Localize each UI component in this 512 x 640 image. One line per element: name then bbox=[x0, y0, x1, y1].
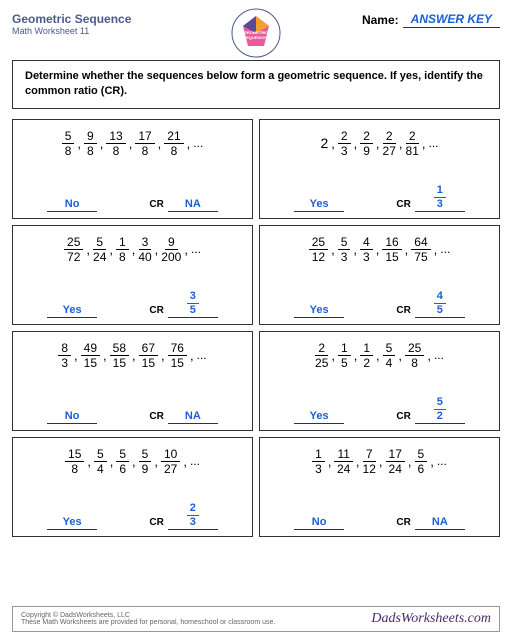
cr-value: 23 bbox=[168, 506, 218, 530]
cr-value: 45 bbox=[415, 294, 465, 318]
header-left: Geometric Sequence Math Worksheet 11 bbox=[12, 12, 131, 36]
problem-box: 2512,53,43,1615,6475,... Yes CR 45 bbox=[259, 225, 500, 325]
answers-row: Yes CR 23 bbox=[21, 506, 244, 530]
sequence: 225,15,12,54,258,... bbox=[268, 342, 491, 369]
cr-label: CR bbox=[396, 305, 410, 318]
answer-value: No bbox=[47, 400, 97, 424]
cr-value: 35 bbox=[168, 294, 218, 318]
cr-label: CR bbox=[149, 517, 163, 530]
answers-row: Yes CR 52 bbox=[268, 400, 491, 424]
cr-group: CR 52 bbox=[396, 400, 464, 424]
cr-group: CR 35 bbox=[149, 294, 217, 318]
footer-left: Copyright © DadsWorksheets, LLC These Ma… bbox=[21, 612, 275, 626]
cr-label: CR bbox=[149, 199, 163, 212]
instructions: Determine whether the sequences below fo… bbox=[12, 60, 500, 109]
worksheet-title: Geometric Sequence bbox=[12, 12, 131, 26]
problems-grid: 58,98,138,178,218,... No CR NA 2,23,29,2… bbox=[12, 119, 500, 537]
answers-row: Yes CR 13 bbox=[268, 188, 491, 212]
answer-value: Yes bbox=[294, 400, 344, 424]
answer-key-label: ANSWER KEY bbox=[403, 12, 500, 28]
problem-box: 2,23,29,227,281,... Yes CR 13 bbox=[259, 119, 500, 219]
footer: Copyright © DadsWorksheets, LLC These Ma… bbox=[12, 606, 500, 632]
sequence: 158,54,56,59,1027,... bbox=[21, 448, 244, 475]
cr-value: NA bbox=[168, 400, 218, 424]
name-label: Name: bbox=[362, 13, 399, 27]
answers-row: No CR NA bbox=[21, 188, 244, 212]
logo-icon: GEOMETRIC SEQUENCES bbox=[231, 8, 281, 58]
answer-value: Yes bbox=[294, 188, 344, 212]
sequence: 2,23,29,227,281,... bbox=[268, 130, 491, 157]
cr-group: CR 13 bbox=[396, 188, 464, 212]
worksheet-subtitle: Math Worksheet 11 bbox=[12, 26, 131, 36]
answers-row: Yes CR 35 bbox=[21, 294, 244, 318]
header-right: Name: ANSWER KEY bbox=[362, 12, 500, 28]
cr-label: CR bbox=[396, 517, 410, 530]
problem-box: 225,15,12,54,258,... Yes CR 52 bbox=[259, 331, 500, 431]
cr-label: CR bbox=[396, 199, 410, 212]
cr-group: CR 23 bbox=[149, 506, 217, 530]
copyright: Copyright © DadsWorksheets, LLC bbox=[21, 612, 275, 619]
cr-value: 13 bbox=[415, 188, 465, 212]
cr-group: CR NA bbox=[396, 506, 464, 530]
sequence: 83,4915,5815,6715,7615,... bbox=[21, 342, 244, 369]
sequence: 2512,53,43,1615,6475,... bbox=[268, 236, 491, 263]
sequence: 2572,524,18,340,9200,... bbox=[21, 236, 244, 263]
cr-group: CR NA bbox=[149, 188, 217, 212]
cr-label: CR bbox=[149, 305, 163, 318]
cr-group: CR 45 bbox=[396, 294, 464, 318]
svg-text:SEQUENCES: SEQUENCES bbox=[243, 35, 268, 40]
answer-value: No bbox=[47, 188, 97, 212]
problem-box: 83,4915,5815,6715,7615,... No CR NA bbox=[12, 331, 253, 431]
cr-label: CR bbox=[396, 411, 410, 424]
problem-box: 2572,524,18,340,9200,... Yes CR 35 bbox=[12, 225, 253, 325]
sequence: 13,1124,712,1724,56,... bbox=[268, 448, 491, 475]
answer-value: Yes bbox=[294, 294, 344, 318]
answers-row: No CR NA bbox=[268, 506, 491, 530]
sequence: 58,98,138,178,218,... bbox=[21, 130, 244, 157]
answer-value: Yes bbox=[47, 506, 97, 530]
problem-box: 158,54,56,59,1027,... Yes CR 23 bbox=[12, 437, 253, 537]
answer-value: Yes bbox=[47, 294, 97, 318]
footer-brand: DadsWorksheets.com bbox=[371, 611, 491, 627]
problem-box: 58,98,138,178,218,... No CR NA bbox=[12, 119, 253, 219]
cr-value: NA bbox=[415, 506, 465, 530]
problem-box: 13,1124,712,1724,56,... No CR NA bbox=[259, 437, 500, 537]
footer-note: These Math Worksheets are provided for p… bbox=[21, 619, 275, 626]
answer-value: No bbox=[294, 506, 344, 530]
answers-row: Yes CR 45 bbox=[268, 294, 491, 318]
cr-label: CR bbox=[149, 411, 163, 424]
cr-group: CR NA bbox=[149, 400, 217, 424]
answers-row: No CR NA bbox=[21, 400, 244, 424]
cr-value: NA bbox=[168, 188, 218, 212]
cr-value: 52 bbox=[415, 400, 465, 424]
